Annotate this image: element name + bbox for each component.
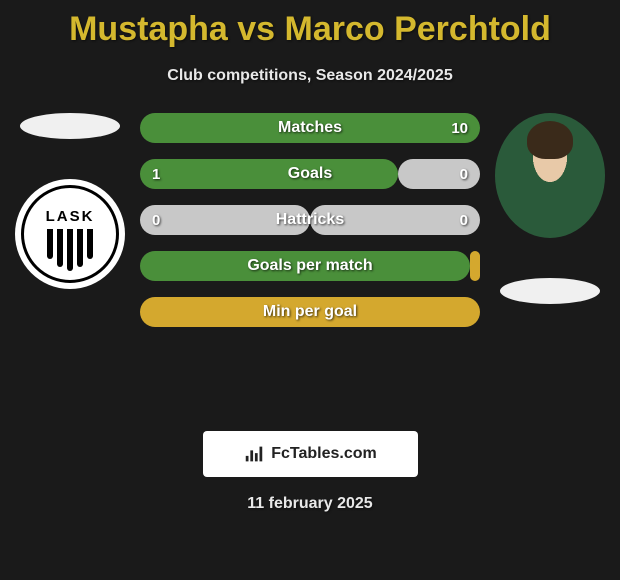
stat-label: Min per goal [140,303,480,321]
stat-label: Hattricks [140,211,480,229]
stat-value-right: 0 [460,166,468,183]
left-club-badge: LASK [15,179,125,289]
left-player-column: LASK [10,113,130,289]
stat-bars-container: Matches10Goals10Hattricks00Goals per mat… [140,113,480,343]
comparison-body: LASK Matches10Goals10Hattricks00Goals pe… [0,113,620,423]
stat-value-right: 10 [451,120,468,137]
right-player-photo [495,113,605,238]
stat-label: Matches [140,119,480,137]
left-flag-placeholder [20,113,120,139]
stat-value-left: 1 [152,166,160,183]
attribution-text: FcTables.com [271,445,377,463]
comparison-subtitle: Club competitions, Season 2024/2025 [0,67,620,85]
right-flag-placeholder [500,278,600,304]
generation-date: 11 february 2025 [0,495,620,513]
stat-label: Goals per match [140,257,480,275]
stat-value-right: 0 [460,212,468,229]
stat-row: Min per goal [140,297,480,327]
stat-label: Goals [140,165,480,183]
right-player-column [490,113,610,304]
stat-row: Matches10 [140,113,480,143]
attribution-badge: FcTables.com [203,431,418,477]
stat-row: Goals1 0 [140,159,480,189]
comparison-title: Mustapha vs Marco Perchtold [0,0,620,49]
stat-row: Hattricks0 0 [140,205,480,235]
stat-row: Goals per match [140,251,480,281]
stat-value-left: 0 [152,212,160,229]
chart-icon [243,443,265,465]
